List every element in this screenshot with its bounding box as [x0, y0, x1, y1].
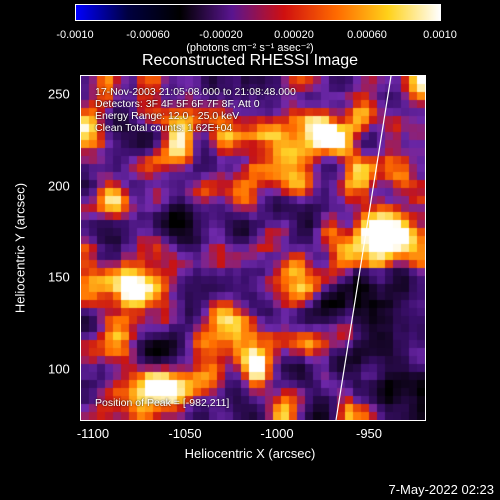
- y-tick: 250: [48, 86, 70, 102]
- info-clean: Clean Total counts: 1.62E+04: [95, 122, 233, 134]
- info-detectors: Detectors: 3F 4F 5F 6F 7F 8F, Att 0: [95, 98, 260, 110]
- colorbar-unit: (photons cm⁻² s⁻¹ asec⁻²): [186, 42, 314, 54]
- colorbar-tick: -0.0010: [56, 29, 94, 41]
- y-tick: 150: [48, 269, 70, 285]
- y-axis-label: Heliocentric Y (arcsec): [12, 182, 28, 314]
- x-tick: -1100: [76, 426, 110, 441]
- x-tick: -1050: [168, 426, 202, 441]
- colorbar: [75, 4, 441, 21]
- heatmap-image: [81, 76, 425, 420]
- x-tick: -1000: [260, 426, 294, 441]
- y-tick: 100: [48, 361, 70, 377]
- limb-line: [335, 76, 392, 420]
- colorbar-tick: 0.00060: [347, 29, 387, 41]
- x-tick: -950: [355, 426, 383, 441]
- footer-date: 7-May-2022 02:23: [388, 482, 494, 497]
- x-axis-label: Heliocentric X (arcsec): [184, 446, 316, 461]
- info-energy: Energy Range: 12.0 - 25.0 keV: [95, 110, 240, 122]
- y-tick: 200: [48, 178, 70, 194]
- info-peak-position: Position of Peak = [-982,211]: [95, 397, 230, 409]
- plot-area: 17-Nov-2003 21:05:08.000 to 21:08:48.000…: [80, 75, 426, 421]
- colorbar-tick: 0.00020: [274, 29, 314, 41]
- info-time-range: 17-Nov-2003 21:05:08.000 to 21:08:48.000: [95, 86, 296, 98]
- colorbar-tick: -0.00020: [199, 29, 243, 41]
- image-title: Reconstructed RHESSI Image: [141, 52, 359, 69]
- colorbar-tick: -0.00060: [126, 29, 170, 41]
- colorbar-tick: 0.0010: [423, 29, 457, 41]
